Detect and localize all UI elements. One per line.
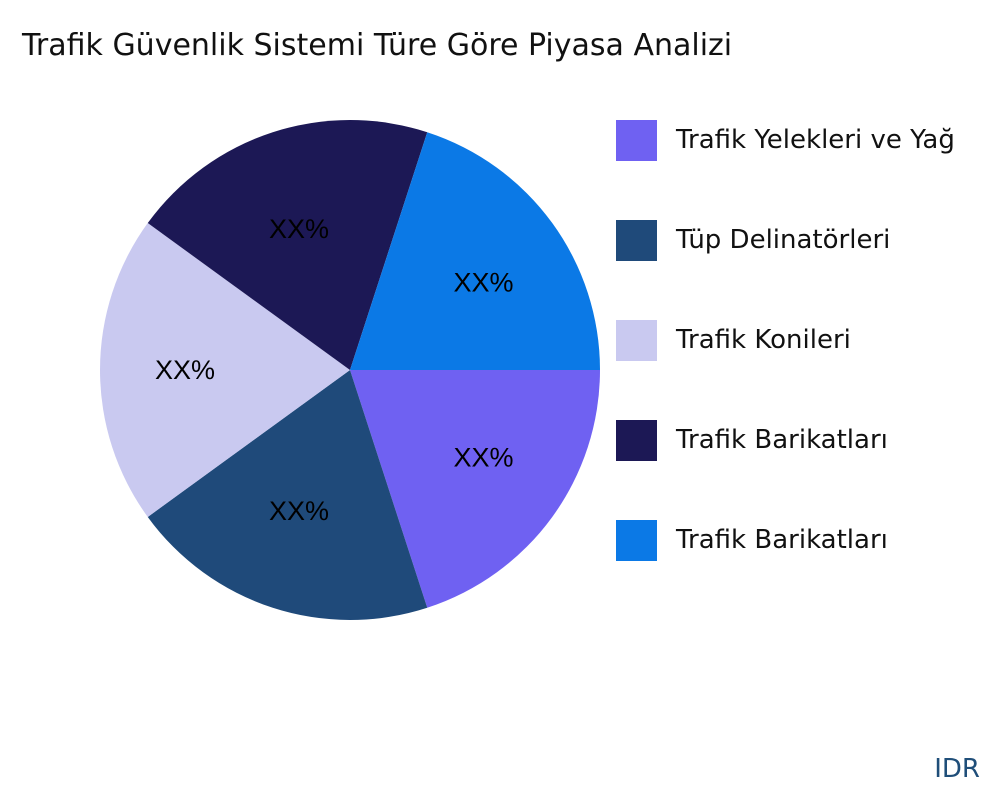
pie-slice [147,370,428,620]
data-label: XX% [453,442,513,472]
pie-slice [350,370,600,608]
legend-item: Trafik Barikatları [616,419,888,461]
legend-item: Tüp Delinatörleri [616,219,891,261]
brand-logo-text: IDR [934,754,980,784]
legend-item: Trafik Yelekleri ve Yağ [616,119,955,161]
legend-item: Trafik Konileri [616,319,851,361]
data-label: XX% [453,268,513,298]
legend-swatch [616,519,657,561]
legend-swatch [616,319,657,361]
legend-label: Trafik Barikatları [676,525,888,555]
legend-label: Tüp Delinatörleri [676,225,891,255]
legend-item: Trafik Barikatları [616,519,888,561]
legend-label: Trafik Konileri [676,325,851,355]
chart-title: Trafik Güvenlik Sistemi Türe Göre Piyasa… [22,28,733,63]
data-label: XX% [269,214,329,244]
legend-label: Trafik Barikatları [676,425,888,455]
data-label: XX% [155,355,215,385]
pie-slice [100,223,350,517]
legend-swatch [616,419,657,461]
legend-swatch [616,219,657,261]
legend-label: Trafik Yelekleri ve Yağ [676,125,955,155]
pie-slice [350,132,600,370]
legend-swatch [616,119,657,161]
data-label: XX% [269,496,329,526]
pie-slice [147,120,428,370]
